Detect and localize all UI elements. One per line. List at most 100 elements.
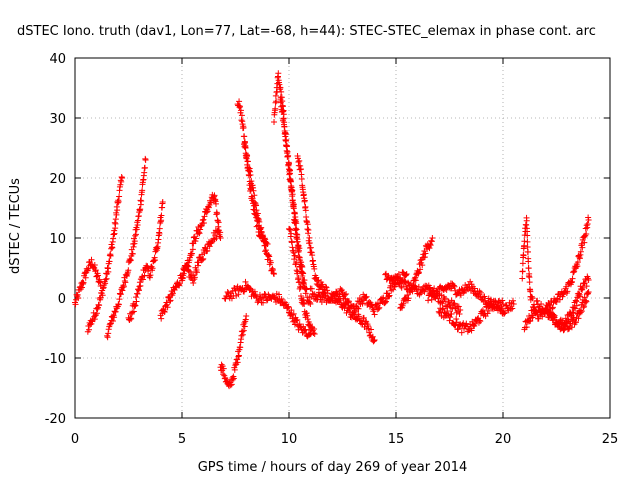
data-point <box>412 277 419 284</box>
data-point <box>324 290 331 297</box>
data-point <box>237 107 244 114</box>
x-tick-label: 20 <box>495 432 512 447</box>
data-point <box>507 306 514 313</box>
data-point <box>82 274 89 281</box>
data-point <box>293 259 300 266</box>
data-point <box>301 300 308 307</box>
data-point <box>193 269 200 276</box>
data-point <box>272 92 279 99</box>
data-point <box>556 296 563 303</box>
data-point <box>573 302 580 309</box>
data-point <box>288 230 295 237</box>
data-point <box>93 273 100 280</box>
data-point <box>278 88 285 95</box>
data-point <box>217 235 224 241</box>
data-point <box>304 221 311 228</box>
data-point <box>263 297 270 304</box>
data-point <box>215 219 222 226</box>
data-point <box>282 131 289 138</box>
data-point <box>471 285 478 292</box>
data-point <box>382 299 389 306</box>
data-point <box>464 323 471 330</box>
data-point <box>139 187 146 194</box>
data-point <box>254 210 261 217</box>
data-point <box>319 281 326 288</box>
data-point <box>338 286 345 293</box>
data-point <box>203 209 210 216</box>
data-point <box>204 208 211 215</box>
data-point <box>311 326 318 333</box>
data-point <box>258 224 265 231</box>
data-point <box>247 171 254 178</box>
data-point <box>363 293 370 300</box>
data-point <box>122 279 129 286</box>
data-point <box>224 288 231 295</box>
data-point <box>463 320 470 327</box>
data-point <box>212 200 219 207</box>
data-point <box>221 372 228 379</box>
data-point <box>111 314 118 321</box>
data-point <box>99 292 106 299</box>
data-point <box>557 316 564 323</box>
data-point <box>527 288 534 295</box>
data-point <box>568 324 575 331</box>
chart-title: dSTEC Iono. truth (dav1, Lon=77, Lat=-68… <box>17 24 596 39</box>
data-point <box>284 304 291 311</box>
data-point <box>574 259 581 266</box>
data-point <box>360 314 367 321</box>
data-point <box>534 297 541 304</box>
data-point <box>138 197 145 204</box>
data-point <box>416 269 423 276</box>
data-point <box>299 264 306 271</box>
data-point <box>421 254 428 261</box>
data-point <box>80 281 87 288</box>
data-point <box>137 206 144 213</box>
data-point <box>91 261 98 268</box>
data-point <box>230 375 237 382</box>
data-point <box>503 302 510 309</box>
data-point <box>572 319 579 326</box>
data-point <box>524 238 531 245</box>
data-point <box>271 294 278 301</box>
data-point <box>150 257 157 264</box>
data-point <box>455 303 462 310</box>
data-point <box>524 232 531 239</box>
x-tick-label: 25 <box>602 432 619 447</box>
data-points <box>72 70 592 390</box>
data-point <box>525 265 532 272</box>
data-point <box>519 268 526 275</box>
data-point <box>448 297 455 304</box>
data-point <box>575 290 582 297</box>
data-point <box>280 115 287 122</box>
data-point <box>106 258 113 265</box>
data-point <box>195 262 202 269</box>
data-point <box>271 118 278 125</box>
data-point <box>157 219 164 226</box>
data-point <box>385 293 392 300</box>
data-point <box>369 333 376 340</box>
data-point <box>382 271 389 278</box>
data-point <box>468 327 475 334</box>
data-point <box>285 152 292 159</box>
data-point <box>282 137 289 144</box>
data-point <box>307 301 314 307</box>
data-point <box>297 284 304 291</box>
data-point <box>214 210 221 217</box>
x-tick-labels: 0 5 10 15 20 25 <box>71 432 618 447</box>
data-point <box>306 299 313 306</box>
data-point <box>578 285 585 292</box>
data-point <box>529 295 536 302</box>
data-point <box>191 274 198 281</box>
data-point <box>175 281 182 288</box>
data-point <box>412 274 419 281</box>
data-point <box>240 327 247 334</box>
data-point <box>171 287 178 294</box>
y-tick-label: 0 <box>58 292 66 307</box>
data-point <box>265 252 272 259</box>
data-point <box>130 308 137 315</box>
data-point <box>141 164 148 171</box>
data-point <box>228 381 235 388</box>
data-point <box>417 266 424 273</box>
data-point <box>241 133 248 140</box>
data-point <box>549 305 556 312</box>
